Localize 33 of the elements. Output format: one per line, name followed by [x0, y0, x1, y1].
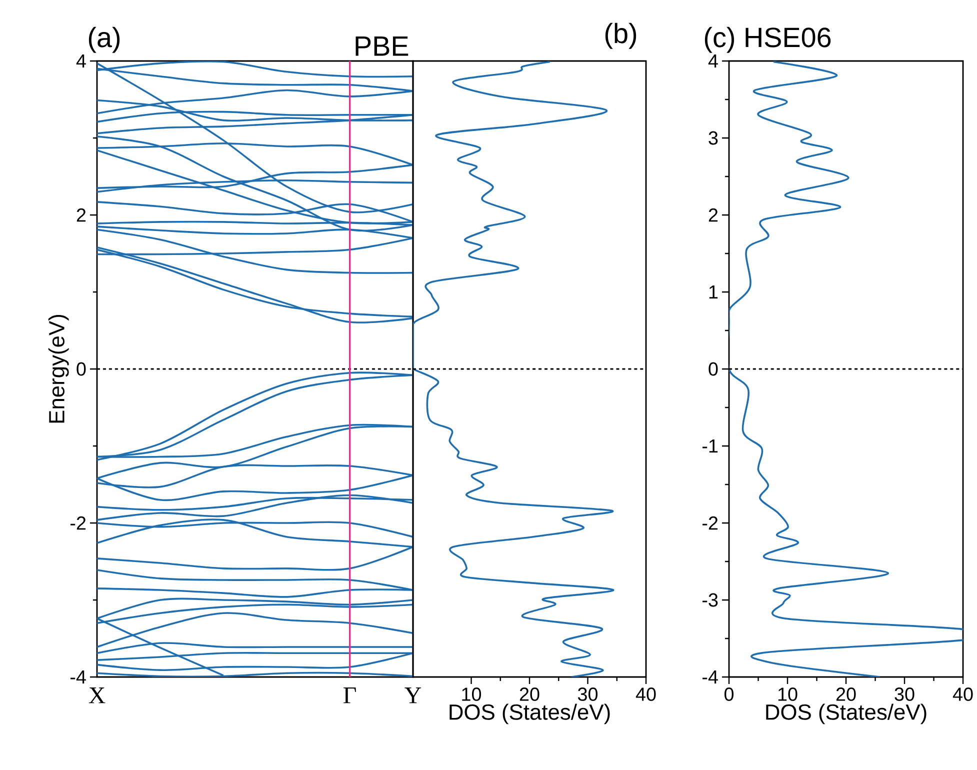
x-axis-title: DOS (States/eV)	[450, 704, 610, 724]
x-tick-label: 40	[636, 688, 656, 701]
y-tick-label: -4	[70, 670, 86, 684]
y-tick-label: -1	[702, 439, 718, 453]
chart-title: (b)	[605, 22, 636, 49]
y-tick-label: 1	[709, 285, 718, 299]
x-tick-label: Y	[404, 688, 422, 704]
y-tick-label: 2	[76, 208, 86, 222]
y-axis-title: Energy(eV)	[48, 314, 69, 423]
x-tick-label: 30	[578, 688, 598, 701]
y-tick-label: -3	[702, 593, 718, 607]
x-axis-title: DOS (States/eV)	[766, 704, 926, 724]
x-tick-label: X	[88, 688, 106, 704]
y-tick-label: -2	[70, 516, 86, 530]
chart-title: (c) HSE06	[704, 26, 831, 53]
x-tick-label: 10	[462, 688, 482, 701]
y-tick-label: -2	[702, 516, 718, 530]
chart-title: (a)	[88, 26, 120, 53]
x-tick-label: Γ	[344, 688, 356, 704]
y-tick-label: 4	[708, 54, 718, 68]
x-tick-label: 20	[836, 688, 856, 701]
y-tick-label: 3	[708, 131, 718, 145]
x-tick-label: 30	[894, 688, 914, 701]
x-tick-label: 20	[520, 688, 540, 701]
y-tick-label: 2	[708, 208, 718, 222]
y-tick-label: -4	[702, 670, 718, 684]
y-tick-label: 0	[708, 362, 718, 376]
y-tick-label: 4	[76, 54, 86, 68]
x-tick-label: 10	[778, 688, 798, 701]
x-tick-label: 0	[724, 688, 734, 701]
x-tick-label: 40	[952, 688, 973, 701]
y-tick-label: 0	[76, 362, 86, 376]
text: PBE	[356, 36, 408, 56]
